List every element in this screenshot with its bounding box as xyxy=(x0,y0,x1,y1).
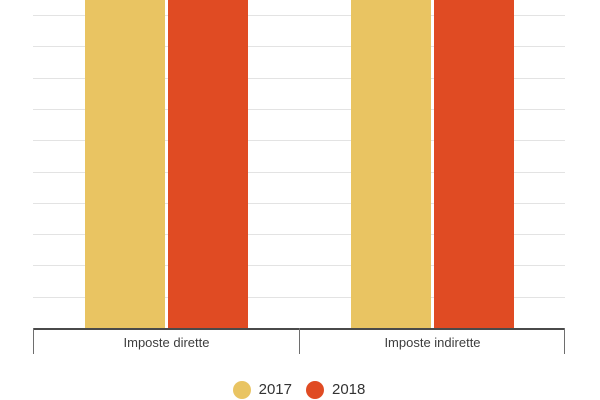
legend-item-2017: 2017 xyxy=(232,381,292,399)
legend-label-2017: 2017 xyxy=(258,381,292,398)
gridline xyxy=(33,15,565,16)
category-label-imposte-dirette: Imposte dirette xyxy=(123,335,210,350)
x-axis-tick-left xyxy=(33,328,34,354)
bar-2018-imposte-dirette xyxy=(168,0,248,328)
bar-2017-imposte-dirette xyxy=(85,0,165,328)
gridline xyxy=(33,265,565,266)
gridline xyxy=(33,46,565,47)
legend-label-2018: 2018 xyxy=(332,381,366,398)
gridline xyxy=(33,234,565,235)
legend-item-2018: 2018 xyxy=(306,381,365,399)
gridline xyxy=(33,140,565,141)
gridline xyxy=(33,172,565,173)
x-axis-tick-right xyxy=(564,328,565,354)
gridline xyxy=(33,203,565,204)
legend-swatch-2017-icon xyxy=(232,381,251,399)
gridline xyxy=(33,109,565,110)
category-label-imposte-indirette: Imposte indirette xyxy=(384,335,481,350)
gridline xyxy=(33,297,565,298)
bar-2018-imposte-indirette xyxy=(434,0,514,328)
x-axis-tick-middle xyxy=(299,328,300,354)
legend: 2017 2018 xyxy=(33,381,565,399)
gridline xyxy=(33,78,565,79)
legend-swatch-2018-icon xyxy=(306,381,324,399)
bar-2017-imposte-indirette xyxy=(351,0,431,328)
